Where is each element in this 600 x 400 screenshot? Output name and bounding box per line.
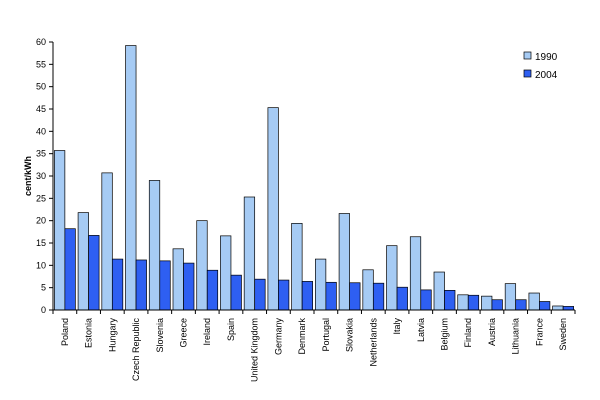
- bar-1990-denmark: [291, 222, 303, 311]
- x-tick-label: Estonia: [84, 318, 94, 348]
- bar-1990-hungary: [101, 172, 113, 311]
- bar-1990-czech-republic: [125, 45, 137, 311]
- x-tick-label: France: [534, 318, 544, 346]
- legend-label-2004: 2004: [535, 70, 558, 81]
- x-tick-label: Belgium: [440, 318, 450, 351]
- legend-swatch-1990: [523, 51, 532, 60]
- legend-swatch-2004: [523, 69, 532, 78]
- y-tick-label: 30: [36, 171, 46, 181]
- x-tick-label: United Kingdom: [250, 318, 260, 382]
- bar-2004-estonia: [88, 235, 100, 311]
- y-axis-ticks: 0 5 10 15 20 25 30 35 40 45 50 55 60: [36, 37, 53, 315]
- bar-2004-netherlands: [372, 282, 385, 311]
- x-tick-label: Greece: [179, 318, 189, 348]
- x-tick-label: Poland: [60, 318, 70, 346]
- bar-2004-ireland: [206, 269, 219, 311]
- bar-1990-latvia: [409, 236, 422, 311]
- x-tick-label: Hungary: [107, 318, 117, 353]
- bar-1990-finland: [457, 294, 469, 311]
- y-tick-label: 15: [36, 238, 46, 248]
- bar-2004-austria: [491, 299, 503, 311]
- bar-1990-netherlands: [362, 269, 374, 311]
- legend-label-1990: 1990: [535, 52, 558, 63]
- x-tick-label: Ireland: [202, 318, 212, 346]
- x-tick-label: Italy: [392, 318, 402, 335]
- x-tick-label: Netherlands: [368, 318, 378, 367]
- bar-2004-finland: [467, 294, 480, 311]
- y-tick-label: 10: [36, 260, 46, 270]
- bar-2004-slovenia: [159, 260, 171, 311]
- y-tick-label: 50: [36, 82, 46, 92]
- bar-1990-slovakia: [338, 213, 350, 311]
- bar-1990-lithuania: [504, 283, 517, 311]
- x-tick-label: Germany: [273, 318, 283, 356]
- bar-1990-greece: [172, 248, 184, 311]
- bar-2004-denmark: [301, 281, 313, 311]
- y-tick-label: 55: [36, 59, 46, 69]
- y-tick-label: 45: [36, 104, 46, 114]
- bar-1990-germany: [267, 107, 279, 311]
- x-axis-tick-labels: Poland Estonia Hungary Czech Republic Sloven…: [52, 310, 576, 382]
- bar-1990-austria: [481, 295, 493, 311]
- bar-1990-spain: [220, 235, 232, 311]
- bar-1990-italy: [386, 245, 398, 311]
- x-tick-label: Lithuania: [511, 318, 521, 355]
- y-tick-label: 25: [36, 193, 46, 203]
- y-tick-label: 20: [36, 216, 46, 226]
- bar-2004-germany: [278, 279, 290, 311]
- bar-2004-hungary: [111, 258, 124, 311]
- bar-1990-ireland: [196, 220, 208, 311]
- bar-2004-czech-republic: [135, 259, 147, 311]
- bar-1990-slovenia: [148, 180, 161, 311]
- x-tick-label: Portugal: [321, 318, 331, 352]
- y-tick-label: 5: [41, 283, 46, 293]
- bar-2004-sweden: [562, 306, 574, 311]
- bar-2004-greece: [183, 262, 195, 311]
- bar-2004-poland: [64, 228, 76, 311]
- bar-2004-lithuania: [515, 299, 527, 311]
- x-tick-label: Czech Republic: [131, 318, 141, 382]
- y-tick-label: 40: [36, 126, 46, 136]
- bar-1990-poland: [54, 150, 66, 311]
- bar-1990-sweden: [552, 305, 564, 311]
- bars: [54, 45, 574, 311]
- y-tick-label: 60: [36, 37, 46, 47]
- bar-2004-france: [539, 301, 551, 311]
- bar-1990-belgium: [433, 271, 445, 311]
- bar-1990-portugal: [315, 258, 327, 311]
- bar-2004-belgium: [444, 289, 456, 311]
- x-tick-label: Sweden: [558, 318, 568, 351]
- bar-2004-latvia: [420, 289, 432, 311]
- bar-1990-united-kingdom: [243, 196, 256, 311]
- bar-1990-estonia: [77, 212, 89, 311]
- x-tick-label: Finland: [463, 318, 473, 348]
- x-tick-label: Slovenia: [155, 318, 165, 353]
- legend: 1990 2004: [523, 51, 558, 81]
- bar-2004-italy: [396, 286, 408, 311]
- bar-1990-france: [528, 292, 540, 311]
- bar-2004-spain: [230, 274, 242, 311]
- bar-2004-united-kingdom: [254, 278, 266, 311]
- x-tick-label: Latvia: [416, 318, 426, 342]
- y-axis-title: cent/kWh: [23, 156, 33, 196]
- bar-2004-slovakia: [349, 282, 361, 311]
- x-tick-label: Slovakia: [345, 318, 355, 352]
- y-tick-label: 0: [41, 305, 46, 315]
- x-tick-label: Spain: [226, 318, 236, 341]
- x-tick-label: Austria: [487, 318, 497, 346]
- x-tick-label: Denmark: [297, 318, 307, 355]
- bar-2004-portugal: [325, 281, 337, 311]
- y-tick-label: 35: [36, 149, 46, 159]
